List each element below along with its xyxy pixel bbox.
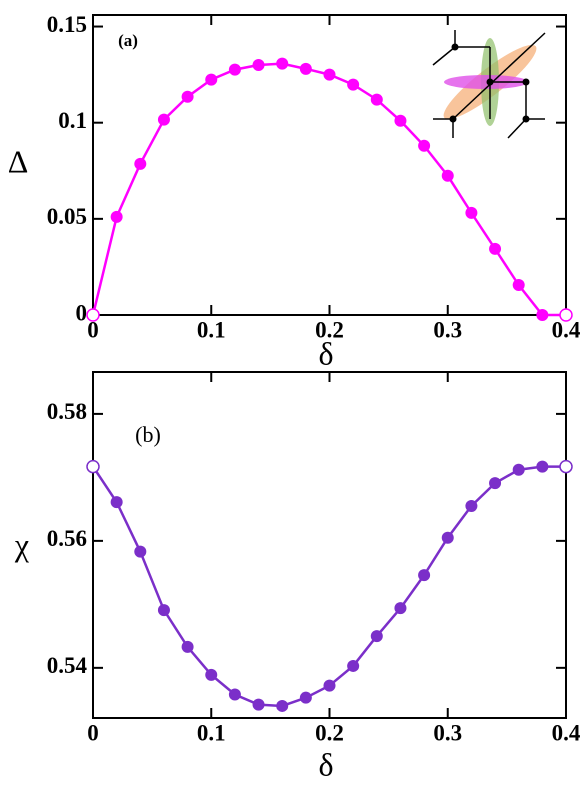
x-tick-label: 0.1 <box>197 720 226 745</box>
data-point <box>157 604 170 617</box>
panel-label: (a) <box>118 31 138 50</box>
y-tick-label: 0.54 <box>47 653 88 678</box>
x-tick-label: 0 <box>87 317 99 342</box>
x-tick-label: 0.3 <box>433 317 462 342</box>
data-point <box>394 602 407 615</box>
panel-label: (b) <box>135 422 161 447</box>
data-point <box>181 640 194 653</box>
data-point <box>134 157 147 170</box>
x-axis-label: δ <box>318 335 333 371</box>
y-axis-label: Δ <box>8 143 29 179</box>
data-point <box>465 499 478 512</box>
data-point <box>370 630 383 643</box>
y-tick-label: 0 <box>76 300 88 325</box>
y-tick-label: 0.05 <box>47 204 87 229</box>
data-point <box>418 139 431 152</box>
data-point <box>252 698 265 711</box>
data-point <box>441 531 454 544</box>
data-point <box>86 459 100 474</box>
x-tick-label: 0 <box>87 720 99 745</box>
data-point <box>418 569 431 582</box>
data-point <box>559 459 573 474</box>
data-point <box>134 545 147 558</box>
data-line <box>91 465 566 708</box>
y-tick-label: 0.56 <box>47 526 87 551</box>
data-point <box>512 279 525 291</box>
data-point <box>347 659 360 672</box>
data-point <box>228 63 241 76</box>
data-point <box>559 308 573 322</box>
y-tick-label: 0.15 <box>47 12 87 37</box>
data-point <box>86 308 100 322</box>
x-tick-label: 0.2 <box>315 317 344 342</box>
x-tick-label: 0.2 <box>315 720 344 745</box>
data-point <box>205 668 218 681</box>
data-point <box>512 463 525 476</box>
data-point <box>299 691 312 704</box>
plot-frame <box>92 371 567 719</box>
data-point <box>536 309 549 321</box>
data-point <box>276 57 289 70</box>
x-tick-label: 0.4 <box>552 720 581 745</box>
lattice-sites <box>449 43 530 123</box>
data-point <box>276 699 289 712</box>
x-tick-label: 0.1 <box>197 317 226 342</box>
y-axis-label: χ <box>14 526 30 562</box>
x-tick-label: 0.3 <box>433 720 462 745</box>
data-point <box>228 688 241 701</box>
data-point <box>536 460 549 473</box>
data-point <box>347 78 360 91</box>
data-point <box>489 242 502 255</box>
orbital-lobe <box>444 75 528 89</box>
data-point <box>181 90 194 103</box>
data-point <box>441 169 454 182</box>
data-point <box>110 496 123 509</box>
data-point <box>110 210 123 223</box>
data-point <box>489 477 502 490</box>
data-point <box>299 62 312 75</box>
data-point <box>205 73 218 86</box>
y-tick-label: 0.58 <box>47 399 87 424</box>
data-point <box>323 68 336 81</box>
lattice-inset <box>432 30 546 139</box>
data-point <box>252 59 265 71</box>
data-point <box>465 206 478 219</box>
data-point <box>323 679 336 692</box>
data-point <box>394 114 407 127</box>
data-point <box>157 113 170 126</box>
data-point <box>370 93 383 106</box>
y-tick-label: 0.1 <box>58 108 87 133</box>
x-axis-label: δ <box>318 746 333 782</box>
